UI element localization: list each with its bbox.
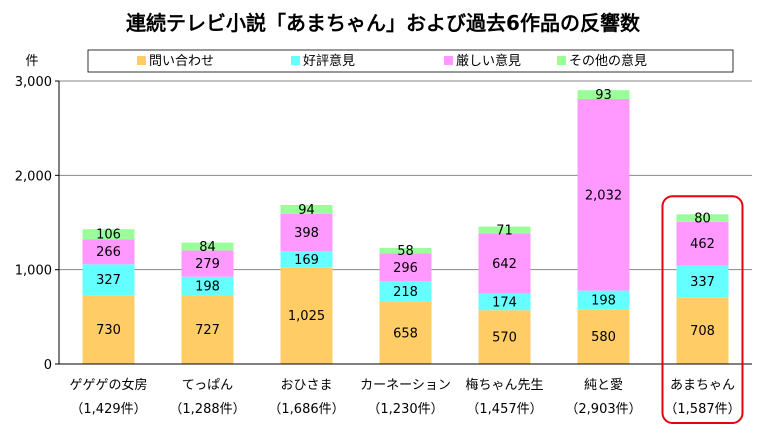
legend-swatch: [137, 56, 146, 65]
data-label: 730: [96, 323, 121, 338]
bar-segment: [379, 301, 432, 364]
data-label: 94: [298, 203, 315, 218]
data-label: 296: [393, 261, 418, 276]
bar-segment: [577, 309, 630, 364]
bar-segment: [280, 251, 333, 268]
legend-label: 好評意見: [303, 53, 355, 69]
data-label: 658: [393, 326, 418, 341]
x-tick-label: てっぱん: [182, 378, 233, 393]
data-label: 71: [496, 223, 513, 238]
bar-segment: [379, 247, 432, 254]
legend: 問い合わせ 好評意見 厳しい意見 その他の意見: [137, 53, 647, 69]
bar-segment: [280, 213, 333, 252]
data-label: 106: [96, 228, 121, 243]
data-label: 266: [96, 245, 121, 260]
y-tick-label: 3,000: [15, 75, 52, 90]
category-labels: ゲゲゲの女房 （1,429件） てっぱん （1,288件） おひさま （1,686件） カー…: [69, 377, 740, 417]
chart-title: 連続テレビ小説「あまちゃん」および過去6作品の反響数: [126, 11, 641, 35]
bar-segments: [82, 90, 729, 364]
data-label: 218: [393, 285, 418, 300]
bar-segment: [379, 281, 432, 302]
x-tick-label: ゲゲゲの女房: [69, 377, 147, 393]
x-tick-label: 純と愛: [584, 378, 623, 393]
data-label: 327: [96, 273, 121, 288]
data-label: 58: [397, 244, 414, 259]
bar-segment: [676, 297, 729, 364]
category-total-label: （1,288件）: [169, 402, 245, 417]
bar-segment: [82, 229, 135, 240]
bar-segment: [280, 267, 333, 364]
bar-segment: [181, 295, 234, 364]
data-label: 84: [199, 240, 216, 255]
category-total-label: （1,686件）: [268, 402, 344, 417]
legend-swatch: [291, 56, 300, 65]
bar-segment: [478, 293, 531, 311]
bar-segment: [478, 226, 531, 234]
category-total-label: （1,587件）: [664, 402, 740, 417]
data-label: 198: [195, 280, 220, 295]
data-label: 337: [690, 275, 715, 290]
bar-segment: [379, 253, 432, 282]
legend-box: [87, 49, 734, 73]
data-label: 462: [690, 237, 715, 252]
legend-item: 問い合わせ: [137, 54, 214, 69]
data-label: 1,025: [288, 309, 325, 324]
x-tick-label: 梅ちゃん先生: [465, 378, 543, 393]
category-total-label: （1,457件）: [466, 402, 542, 417]
legend-swatch: [444, 56, 453, 65]
bar-segment: [82, 264, 135, 296]
y-tick-label: 0: [44, 358, 52, 373]
bar-segment: [577, 98, 630, 291]
bar-segment: [280, 204, 333, 214]
data-label: 570: [492, 331, 517, 346]
data-label: 580: [591, 330, 616, 345]
y-tick-label: 1,000: [15, 264, 52, 279]
axes: 0 1,000 2,000 3,000: [15, 75, 752, 373]
data-label: 80: [694, 212, 711, 227]
bar-segment: [676, 221, 729, 266]
bar-segment: [82, 295, 135, 364]
legend-item: その他の意見: [557, 53, 647, 69]
data-label: 642: [492, 257, 517, 272]
bar-segment: [676, 214, 729, 222]
highlight-box: [661, 195, 744, 424]
data-label: 174: [492, 296, 517, 311]
legend-item: 好評意見: [291, 53, 355, 69]
x-tick-label: あまちゃん: [670, 378, 735, 393]
data-labels: 730 727 1,025 658 570 580 708 327 198 169 218 174 19…: [96, 88, 715, 346]
y-tick-label: 2,000: [15, 169, 52, 184]
bar-segment: [577, 290, 630, 310]
legend-label: 問い合わせ: [149, 54, 214, 69]
data-label: 169: [294, 253, 319, 268]
bar-segment: [676, 265, 729, 298]
x-tick-label: カーネーション: [360, 378, 451, 393]
bar-segment: [82, 239, 135, 265]
bar-segment: [577, 90, 630, 99]
legend-swatch: [557, 56, 566, 65]
bar-segment: [181, 242, 234, 251]
y-axis-unit: 件: [25, 54, 38, 69]
data-label: 398: [294, 226, 319, 241]
bar-segment: [181, 276, 234, 296]
data-label: 2,032: [585, 188, 622, 203]
data-label: 93: [595, 88, 612, 103]
data-label: 727: [195, 323, 220, 338]
bar-segment: [181, 250, 234, 277]
legend-item: 厳しい意見: [444, 53, 521, 69]
data-label: 279: [195, 257, 220, 272]
x-tick-label: おひさま: [280, 378, 332, 393]
data-label: 198: [591, 293, 616, 308]
category-total-label: （1,230件）: [367, 402, 443, 417]
bar-segment: [478, 233, 531, 294]
highlight: [661, 195, 744, 424]
legend-label: 厳しい意見: [456, 53, 521, 69]
bar-segment: [478, 310, 531, 364]
data-label: 708: [690, 324, 715, 339]
category-total-label: （1,429件）: [70, 402, 146, 417]
legend-label: その他の意見: [569, 53, 647, 69]
category-total-label: （2,903件）: [565, 402, 641, 417]
